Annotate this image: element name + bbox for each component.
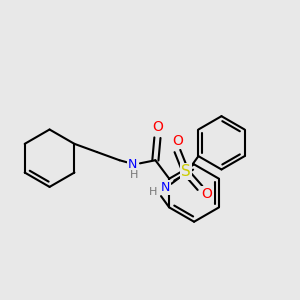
Text: O: O — [152, 121, 163, 134]
Text: H: H — [148, 187, 157, 197]
Text: N: N — [160, 182, 170, 194]
Text: S: S — [181, 164, 190, 179]
Text: N: N — [128, 158, 137, 171]
Text: O: O — [202, 187, 213, 201]
Text: H: H — [130, 169, 138, 180]
Text: O: O — [172, 134, 183, 148]
